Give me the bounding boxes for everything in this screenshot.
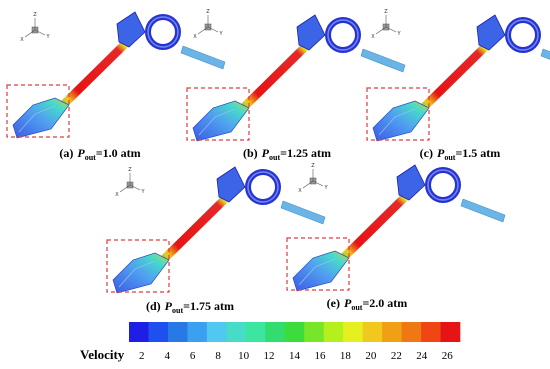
triad-label: Z [33,12,37,18]
simulation-panel: Z X Y (c) Pout=1.5 atm [367,9,550,162]
caption-label: (c) [420,146,433,160]
caption-value: =1.5 atm [455,146,500,160]
triad-label: Z [311,163,315,169]
color-block [401,322,422,342]
color-block [187,322,208,342]
axis-triad: Z X Y [115,167,145,198]
triad-label: X [298,188,302,194]
color-block [129,322,149,342]
triad-label: X [371,34,375,40]
caption-symbol: P [165,299,173,313]
triad-label: Z [384,9,388,15]
color-block [167,322,188,342]
triad-axis [312,180,324,187]
color-block [382,322,402,342]
triad-axis [34,29,46,36]
color-block [265,322,286,342]
axis-triad: Z X Y [20,12,50,43]
triad-label: Y [45,34,50,40]
triad-axis [207,26,219,33]
colorbar-tick-label: 8 [215,350,221,362]
colorbar-tick-label: 10 [238,350,250,362]
caption-symbol: P [77,146,85,160]
colorbar-tick-label: 2 [139,350,145,362]
colorbar-tick-label: 6 [190,350,196,362]
caption-symbol: P [344,296,352,310]
triad-axis [129,184,141,191]
caption-symbol: P [262,146,270,160]
triad-label: Y [396,31,401,37]
caption-label: (b) [243,146,258,160]
colorbar-tick-label: 4 [164,350,170,362]
panel-caption: (a) Pout=1.0 atm [59,146,140,162]
colorbar-tick-label: 24 [416,350,428,362]
flow-geometry [367,15,550,141]
triad-label: X [115,192,119,198]
triad-label: X [193,34,197,40]
triad-label: X [20,37,24,43]
simulation-panel: Z X Y (e) Pout=2.0 atm [287,163,505,312]
triad-axis [119,184,131,193]
colorbar-title: Velocity [80,347,125,362]
triad-axis [24,29,36,38]
triad-axis [385,26,397,33]
triad-label: Y [140,189,145,195]
triad-label: Y [218,31,223,37]
flow-geometry [107,167,325,293]
color-block [304,322,325,342]
caption-value: =1.25 atm [280,146,331,160]
caption-subscript: out [351,303,362,312]
triad-axis [302,180,314,189]
triad-label: Z [206,9,210,15]
color-block [284,322,305,342]
color-block [245,322,266,342]
caption-subscript: out [172,306,183,315]
simulation-panel: Z X Y (d) Pout=1.75 atm [107,167,325,315]
triad-label: Y [323,185,328,191]
caption-symbol: P [437,146,445,160]
caption-value: =1.0 atm [96,146,141,160]
caption-value: =1.75 atm [183,299,234,313]
colorbar-tick-label: 22 [391,350,402,362]
caption-label: (a) [59,146,73,160]
axis-triad: Z X Y [298,163,328,194]
color-block [343,322,363,342]
panel-caption: (b) Pout=1.25 atm [243,146,331,162]
colorbar-tick-label: 12 [264,350,275,362]
axis-triad: Z X Y [371,9,401,40]
caption-label: (d) [146,299,161,313]
colorbar-tick-label: 16 [314,350,326,362]
simulation-panel: Z X Y (b) Pout=1.25 atm [187,9,405,162]
caption-subscript: out [269,153,280,162]
flow-geometry [287,165,505,291]
triad-label: Z [128,167,132,173]
color-block [226,322,247,342]
color-block [440,322,461,342]
caption-value: =2.0 atm [362,296,407,310]
color-block [421,322,441,342]
colorbar-tick-label: 14 [289,350,301,362]
colorbar-tick-label: 18 [340,350,352,362]
panel-caption: (d) Pout=1.75 atm [146,299,234,315]
color-block [323,322,344,342]
color-block [206,322,227,342]
panel-caption: (c) Pout=1.5 atm [420,146,501,162]
panel-caption: (e) Pout=2.0 atm [327,296,408,312]
triad-axis [375,26,387,35]
caption-subscript: out [85,153,96,162]
triad-axis [197,26,209,35]
caption-label: (e) [327,296,340,310]
caption-subscript: out [444,153,455,162]
color-block [148,322,169,342]
simulation-panel: Z X Y (a) Pout=1.0 atm [7,12,225,162]
axis-triad: Z X Y [193,9,223,40]
flow-geometry [7,12,225,138]
colorbar-tick-label: 26 [442,350,454,362]
colorbar-tick-label: 20 [365,350,377,362]
color-block [362,322,383,342]
